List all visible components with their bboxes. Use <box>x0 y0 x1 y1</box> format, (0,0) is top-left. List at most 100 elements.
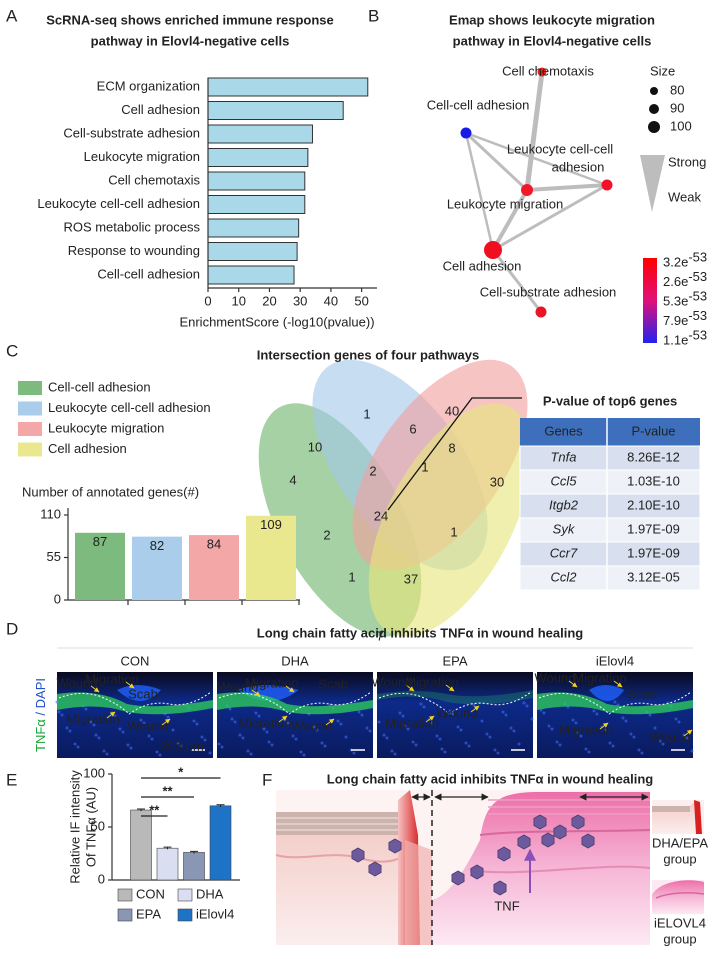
venn-count: 1 <box>363 406 370 421</box>
image-annotation: Wound <box>372 674 413 689</box>
nucleus-speck <box>176 741 180 745</box>
group-label: DHA/EPA <box>652 835 708 850</box>
node-label: adhesion <box>552 159 605 174</box>
size-legend-dot <box>650 87 658 95</box>
nucleus-speck <box>57 710 61 714</box>
table-cell: 2.10E-10 <box>627 497 680 512</box>
nucleus-speck <box>525 704 529 708</box>
bar <box>207 265 295 285</box>
image-annotation: Migration <box>573 670 626 685</box>
color-legend-label: 1.1e <box>663 332 688 347</box>
color-legend-exponent: -53 <box>688 308 707 323</box>
venn-count: 4 <box>289 472 296 487</box>
panel-title: Long chain fatty acid inhibits TNFα in w… <box>257 625 584 640</box>
micrograph <box>217 672 373 758</box>
nucleus-speck <box>291 734 295 738</box>
nucleus-speck <box>192 719 196 723</box>
nucleus-speck <box>92 723 96 727</box>
nucleus-speck <box>357 710 361 714</box>
node-label: Leukocyte cell-cell <box>507 141 613 156</box>
tnf-hexagon <box>451 870 465 886</box>
table-header-cell: Genes <box>544 423 583 438</box>
image-annotation: Migration <box>385 715 438 730</box>
nucleus-speck <box>440 747 444 751</box>
value-label: 109 <box>260 517 282 532</box>
venn-count: 1 <box>450 524 457 539</box>
annotation-arrow <box>278 715 288 723</box>
image-annotation: Scab <box>318 676 348 691</box>
venn-count: 37 <box>404 571 418 586</box>
value-label: 87 <box>93 534 107 549</box>
nucleus-speck <box>118 727 122 731</box>
annotation-arrow <box>285 685 295 693</box>
image-annotation: Wound <box>292 718 333 733</box>
panel-letter: F <box>262 770 272 789</box>
nucleus-speck <box>262 727 266 731</box>
nucleus-speck <box>624 719 628 723</box>
nucleus-speck <box>265 730 269 734</box>
significance-label: ** <box>162 783 173 798</box>
color-legend-exponent: -53 <box>688 249 707 264</box>
nucleus-speck <box>459 728 463 732</box>
scab-region <box>589 685 625 701</box>
nucleus-speck <box>203 738 207 742</box>
nucleus-speck <box>579 734 583 738</box>
tnf-signal <box>377 690 533 705</box>
x-axis-label: EnrichmentScore (-log10(pvalue)) <box>179 314 374 329</box>
nucleus-speck <box>480 719 484 723</box>
annotation-arrow <box>106 711 116 719</box>
bar <box>189 535 239 600</box>
image-annotation: Wound <box>437 705 478 720</box>
table-row <box>519 493 701 519</box>
chart-title: pathway in Elovl4-negative cells <box>453 33 652 48</box>
image-annotation: Wound <box>650 729 691 744</box>
nucleus-speck <box>147 734 151 738</box>
nucleus-speck <box>89 720 93 724</box>
nucleus-speck <box>608 741 612 745</box>
y-tick-label: 100 <box>83 765 105 780</box>
y-axis-label-part: / DAPI <box>33 678 48 719</box>
category-label: Cell chemotaxis <box>108 172 200 187</box>
category-label: Cell-cell adhesion <box>97 266 200 281</box>
nucleus-speck <box>200 735 204 739</box>
size-legend-dot <box>648 121 660 133</box>
nucleus-speck <box>249 752 253 756</box>
annotation-arrow <box>425 715 435 723</box>
image-annotation: Scab <box>128 686 158 701</box>
node-label: Leukocyte migration <box>447 196 563 211</box>
image-annotation: Migration <box>238 715 291 730</box>
y-axis-label: TNFα / DAPI <box>33 678 48 752</box>
nucleus-speck <box>485 732 489 736</box>
table-cell: Ccl5 <box>550 473 577 488</box>
nucleus-speck <box>233 720 237 724</box>
nucleus-speck <box>674 717 678 721</box>
tnf-hexagon <box>368 861 382 877</box>
edge-legend-label: Weak <box>668 189 701 204</box>
nucleus-speck <box>228 707 232 711</box>
nucleus-speck <box>139 718 143 722</box>
size-legend-dot <box>649 104 659 114</box>
bar <box>132 536 182 600</box>
color-legend-label: 5.3e <box>663 293 688 308</box>
nucleus-speck <box>584 747 588 751</box>
legend-swatch <box>177 908 193 922</box>
annotation-arrow <box>325 718 335 726</box>
nucleus-speck <box>246 749 250 753</box>
bar <box>130 809 152 881</box>
nucleus-speck <box>414 743 418 747</box>
y-tick-label: 55 <box>47 549 61 564</box>
nucleus-speck <box>60 713 64 717</box>
legend-swatch <box>18 401 42 416</box>
nucleus-speck <box>422 705 426 709</box>
nucleus-speck <box>158 753 162 757</box>
table-row <box>519 565 701 591</box>
panel-letter: E <box>6 770 17 789</box>
legend-swatch <box>18 381 42 395</box>
category-label: Leukocyte migration <box>84 149 200 164</box>
y-axis-label: Of TNFα (AU) <box>83 787 98 867</box>
bar <box>207 171 306 191</box>
table-cell: 1.97E-09 <box>627 521 680 536</box>
nucleus-speck <box>509 726 513 730</box>
image-annotation: Migration <box>66 711 119 726</box>
